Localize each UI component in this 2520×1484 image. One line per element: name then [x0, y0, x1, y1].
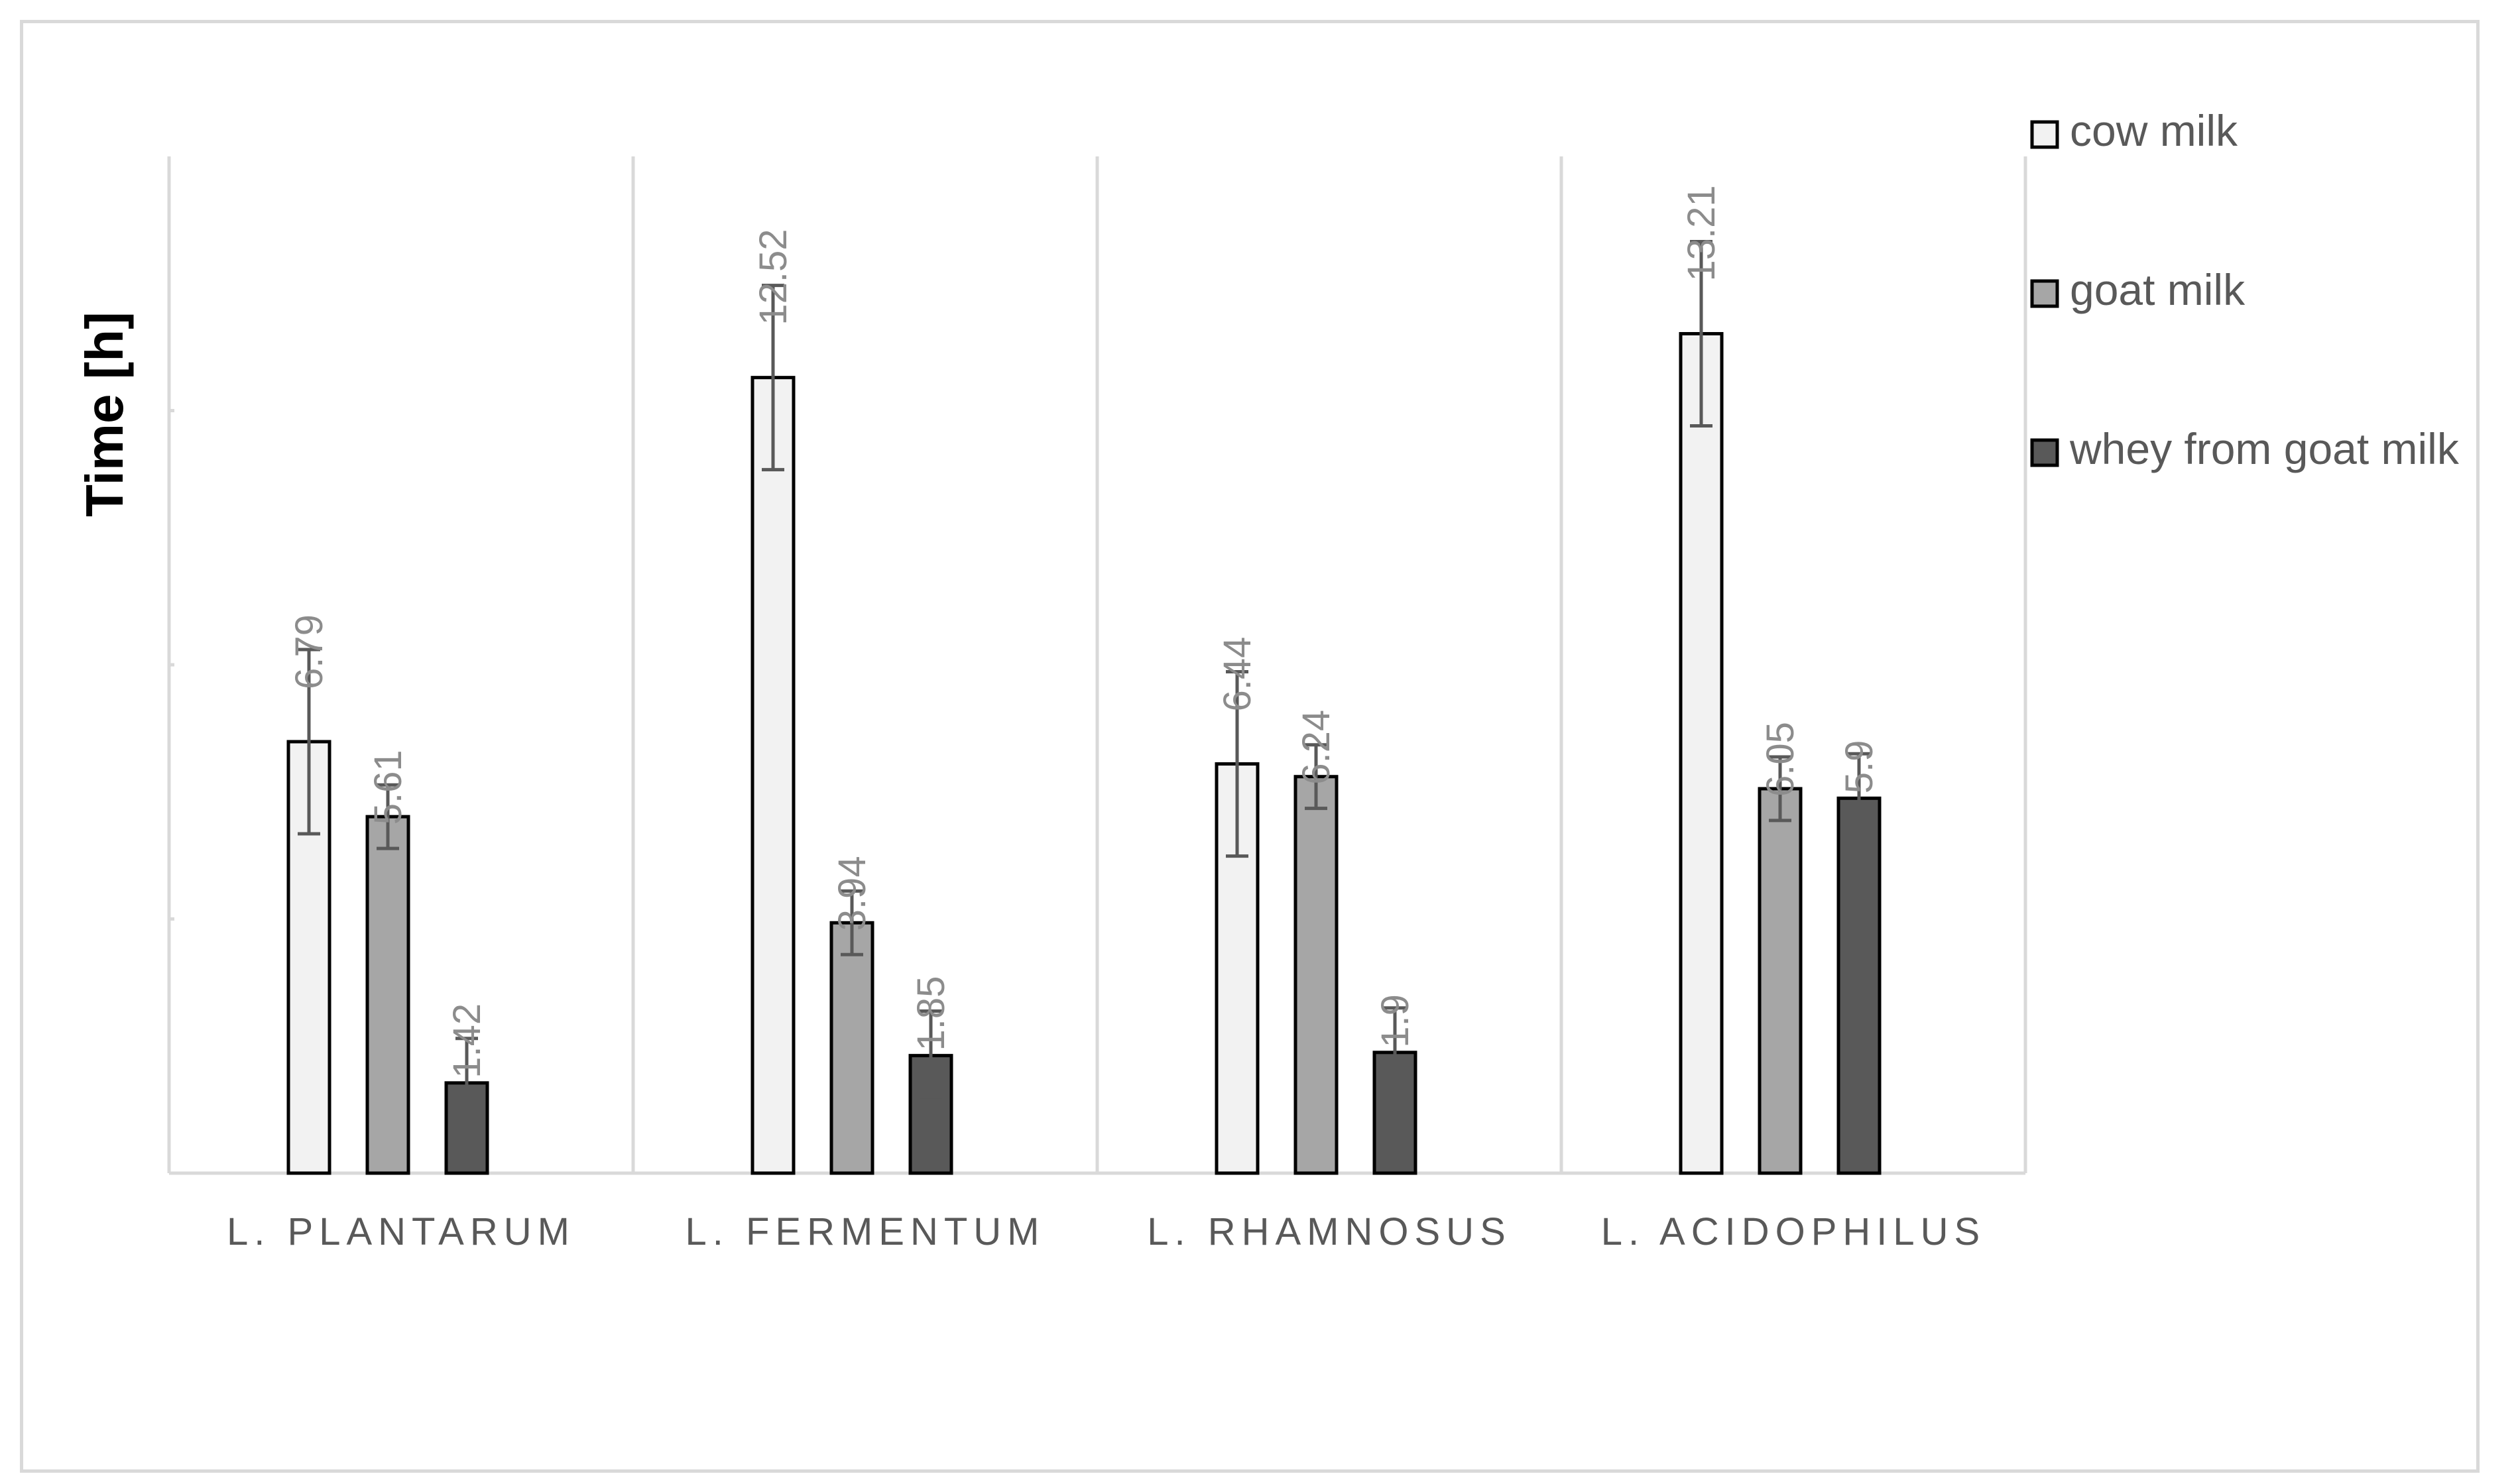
bar — [1293, 775, 1339, 1175]
legend-swatch — [2030, 120, 2059, 149]
chart-frame — [20, 20, 2480, 1473]
data-label: 5.61 — [367, 750, 410, 825]
data-label: 6.79 — [288, 614, 331, 689]
data-label: 13.21 — [1680, 185, 1723, 281]
label-layer: 6.79 12.52 6.44 13.21 5.61 3.94 6.24 6.05 1.42 1.… — [227, 185, 1986, 1253]
bar — [1836, 796, 1882, 1175]
legend: cow milk goat milk whey from goat milk — [2030, 106, 2460, 473]
legend-label: cow milk — [2070, 106, 2238, 155]
legend-swatch — [2030, 438, 2059, 467]
bar — [1679, 331, 1724, 1175]
legend-label: whey from goat milk — [2069, 424, 2460, 473]
category-label: L. PLANTARUM — [227, 1210, 575, 1253]
category-label: L. ACIDOPHILUS — [1601, 1210, 1986, 1253]
category-label: L. RHAMNOSUS — [1147, 1210, 1512, 1253]
data-label: 1.9 — [1374, 994, 1417, 1048]
bar — [1758, 787, 1803, 1175]
data-label: 12.52 — [752, 229, 795, 325]
data-label: 5.9 — [1838, 740, 1881, 794]
data-label: 6.24 — [1295, 710, 1338, 785]
data-label: 6.44 — [1216, 637, 1259, 712]
data-label: 6.05 — [1759, 722, 1802, 797]
legend-swatch — [2030, 279, 2059, 308]
bar — [829, 921, 874, 1175]
y-axis-title: Time [h] — [75, 312, 134, 517]
bar-layer — [286, 239, 1882, 1175]
legend-label: goat milk — [2070, 265, 2246, 314]
data-label: 3.94 — [831, 856, 874, 931]
bar — [750, 376, 796, 1175]
bar — [365, 815, 410, 1175]
category-label: L. FERMENTUM — [686, 1210, 1046, 1253]
data-label: 1.42 — [446, 1003, 489, 1078]
data-label: 1.85 — [910, 976, 953, 1051]
